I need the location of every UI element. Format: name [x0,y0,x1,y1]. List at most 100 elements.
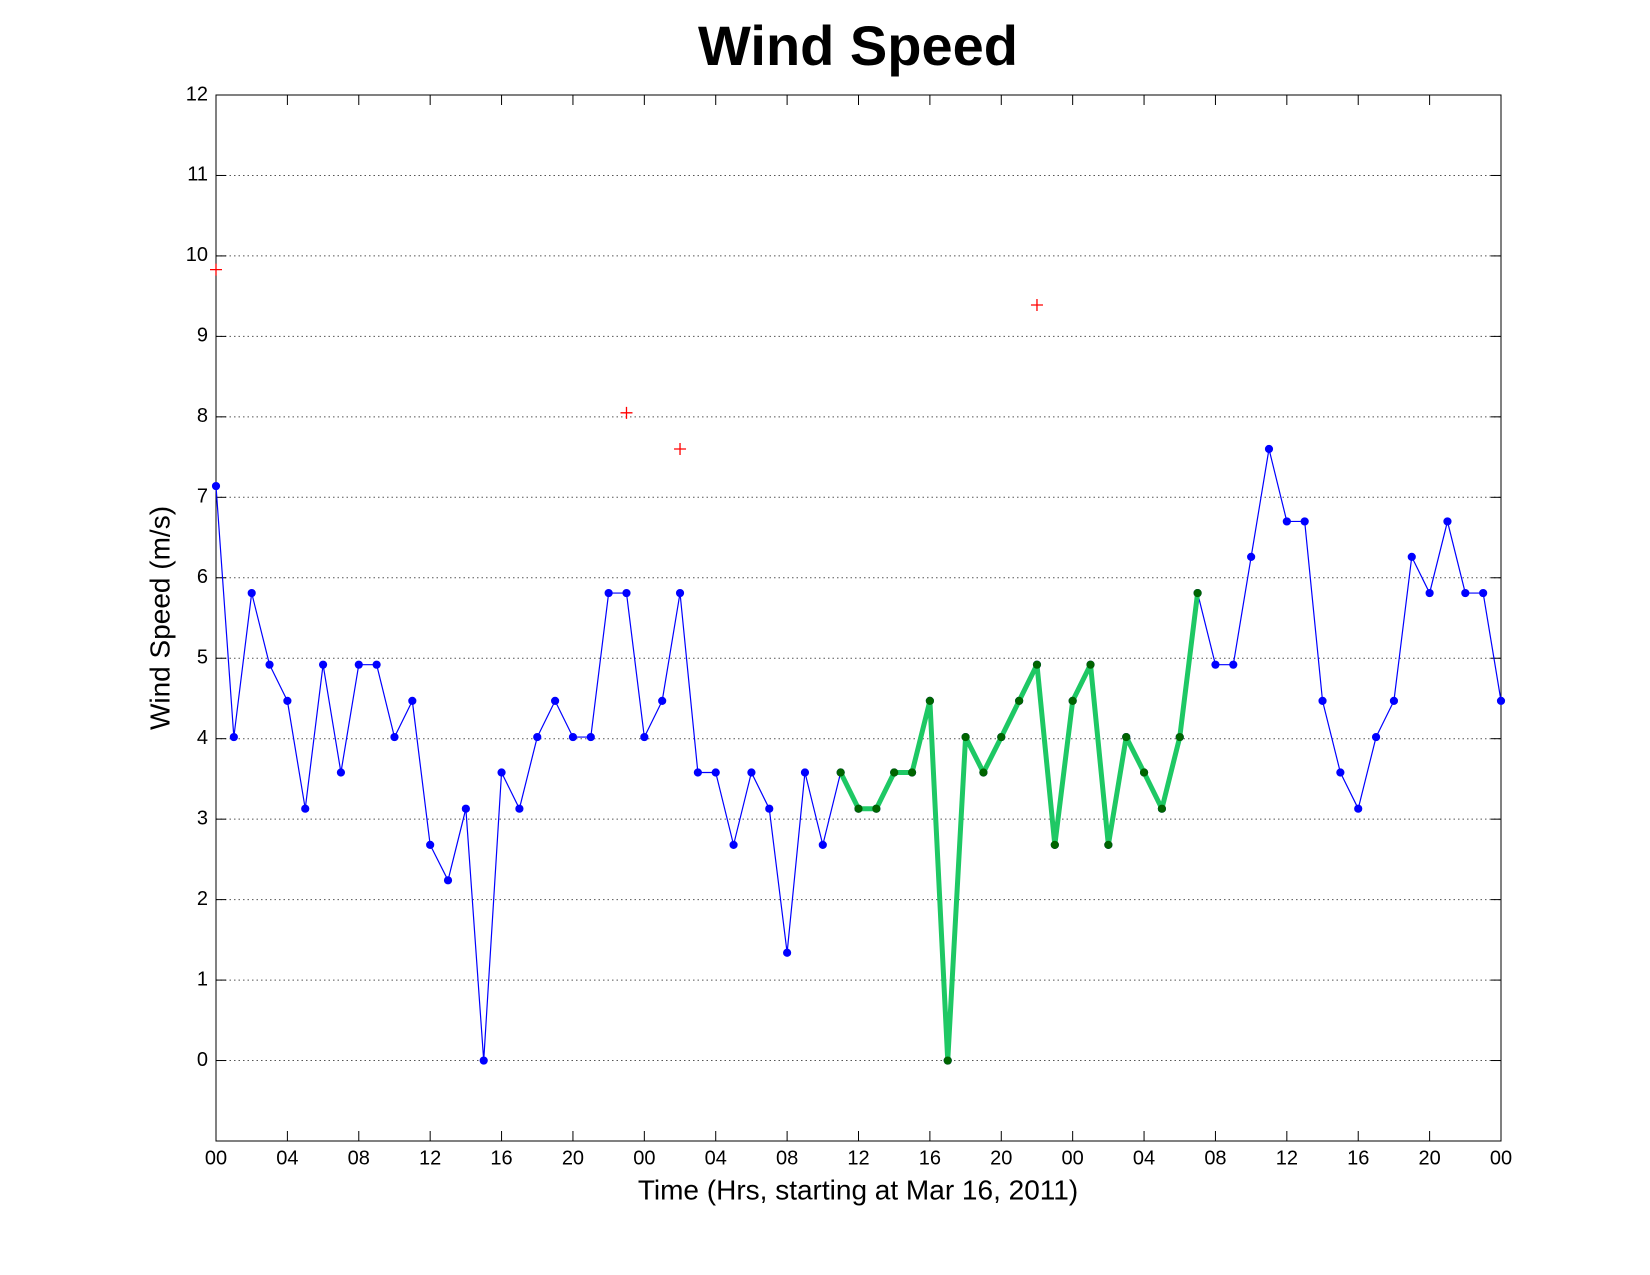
y-tick-label: 2 [197,888,208,910]
point-marker [533,732,542,742]
plot-frame [215,94,1502,1142]
y-tick-label: 9 [197,325,208,347]
point-marker [479,1056,488,1065]
point-marker [515,804,524,813]
point-marker [318,660,328,669]
y-tick-label: 8 [197,405,208,427]
point-marker [568,732,578,742]
point-marker [693,768,702,777]
point-marker [1247,552,1256,561]
point-marker [1354,804,1363,813]
point-marker [1050,840,1059,850]
point-marker [283,696,292,705]
point-marker [1461,588,1470,598]
point-marker [1086,660,1095,669]
point-marker [1264,444,1274,454]
y-tick-label: 7 [197,486,208,508]
point-marker [301,804,310,813]
point-marker [1032,660,1042,669]
x-tick-label: 04 [1133,1147,1155,1169]
point-marker [979,768,988,777]
y-tick-label: 0 [197,1049,208,1071]
point-marker [872,804,881,813]
x-tick-label: 12 [419,1147,441,1169]
x-tick-label: 08 [1204,1147,1226,1169]
point-marker [1425,588,1434,598]
point-marker [907,768,917,777]
point-marker [1211,660,1220,669]
point-marker [390,732,399,742]
y-tick-label: 6 [197,566,208,588]
y-tick-label: 10 [186,244,208,266]
point-marker [622,588,631,598]
x-tick-label: 08 [776,1147,798,1169]
y-tick-label: 5 [197,647,208,669]
y-axis-label: Wind Speed (m/s) [144,506,175,730]
x-axis-label: Time (Hrs, starting at Mar 16, 2011) [638,1174,1078,1205]
point-marker [1443,517,1452,526]
point-marker [943,1056,952,1065]
point-marker [372,660,381,669]
plus-marker [620,406,633,419]
point-marker [408,696,417,705]
point-marker [1479,588,1488,598]
x-tick-label: 04 [705,1147,727,1169]
plus-marker [1030,299,1043,312]
x-tick-label: 00 [1490,1147,1512,1169]
y-tick-label: 12 [186,83,208,105]
point-marker [604,588,613,598]
x-tick-label: 16 [919,1147,941,1169]
point-marker [1122,732,1131,742]
point-marker [336,768,346,777]
point-marker [1229,660,1238,669]
point-marker [550,696,560,705]
point-marker [783,948,792,957]
x-tick-label: 08 [348,1147,370,1169]
point-marker [211,481,221,491]
point-marker [1407,552,1416,561]
point-marker [640,732,649,742]
point-marker [586,732,595,742]
point-marker [1300,517,1309,526]
plus-marker [210,263,222,276]
point-marker [836,768,845,777]
point-marker [800,768,810,777]
point-marker [1282,517,1291,526]
point-marker [1157,804,1167,813]
point-marker [1068,696,1077,705]
y-tick-label: 3 [197,807,208,829]
point-marker [265,660,274,669]
x-tick-label: 20 [1418,1147,1440,1169]
point-marker [890,768,899,777]
point-marker [461,804,470,813]
point-marker [1389,696,1399,705]
point-marker [354,660,363,669]
x-tick-label: 12 [847,1147,869,1169]
x-tick-label: 12 [1276,1147,1298,1169]
point-marker [925,696,934,705]
point-marker [1336,768,1345,777]
point-marker [247,588,256,598]
point-marker [818,840,827,850]
point-marker [711,768,720,777]
x-tick-label: 00 [1062,1147,1084,1169]
point-marker [765,804,774,813]
point-marker [1015,696,1024,705]
point-marker [961,732,970,742]
point-marker [1496,696,1506,705]
point-marker [1371,732,1381,742]
x-tick-label: 04 [276,1147,298,1169]
point-marker [1193,588,1202,598]
point-marker [997,732,1006,742]
point-marker [1139,768,1149,777]
x-tick-label: 00 [205,1147,227,1169]
x-tick-label: 16 [490,1147,512,1169]
point-marker [443,876,453,885]
point-marker [1104,840,1113,850]
point-marker [1175,732,1184,742]
plus-marker [674,443,687,456]
x-tick-label: 16 [1347,1147,1369,1169]
x-tick-label: 20 [990,1147,1012,1169]
